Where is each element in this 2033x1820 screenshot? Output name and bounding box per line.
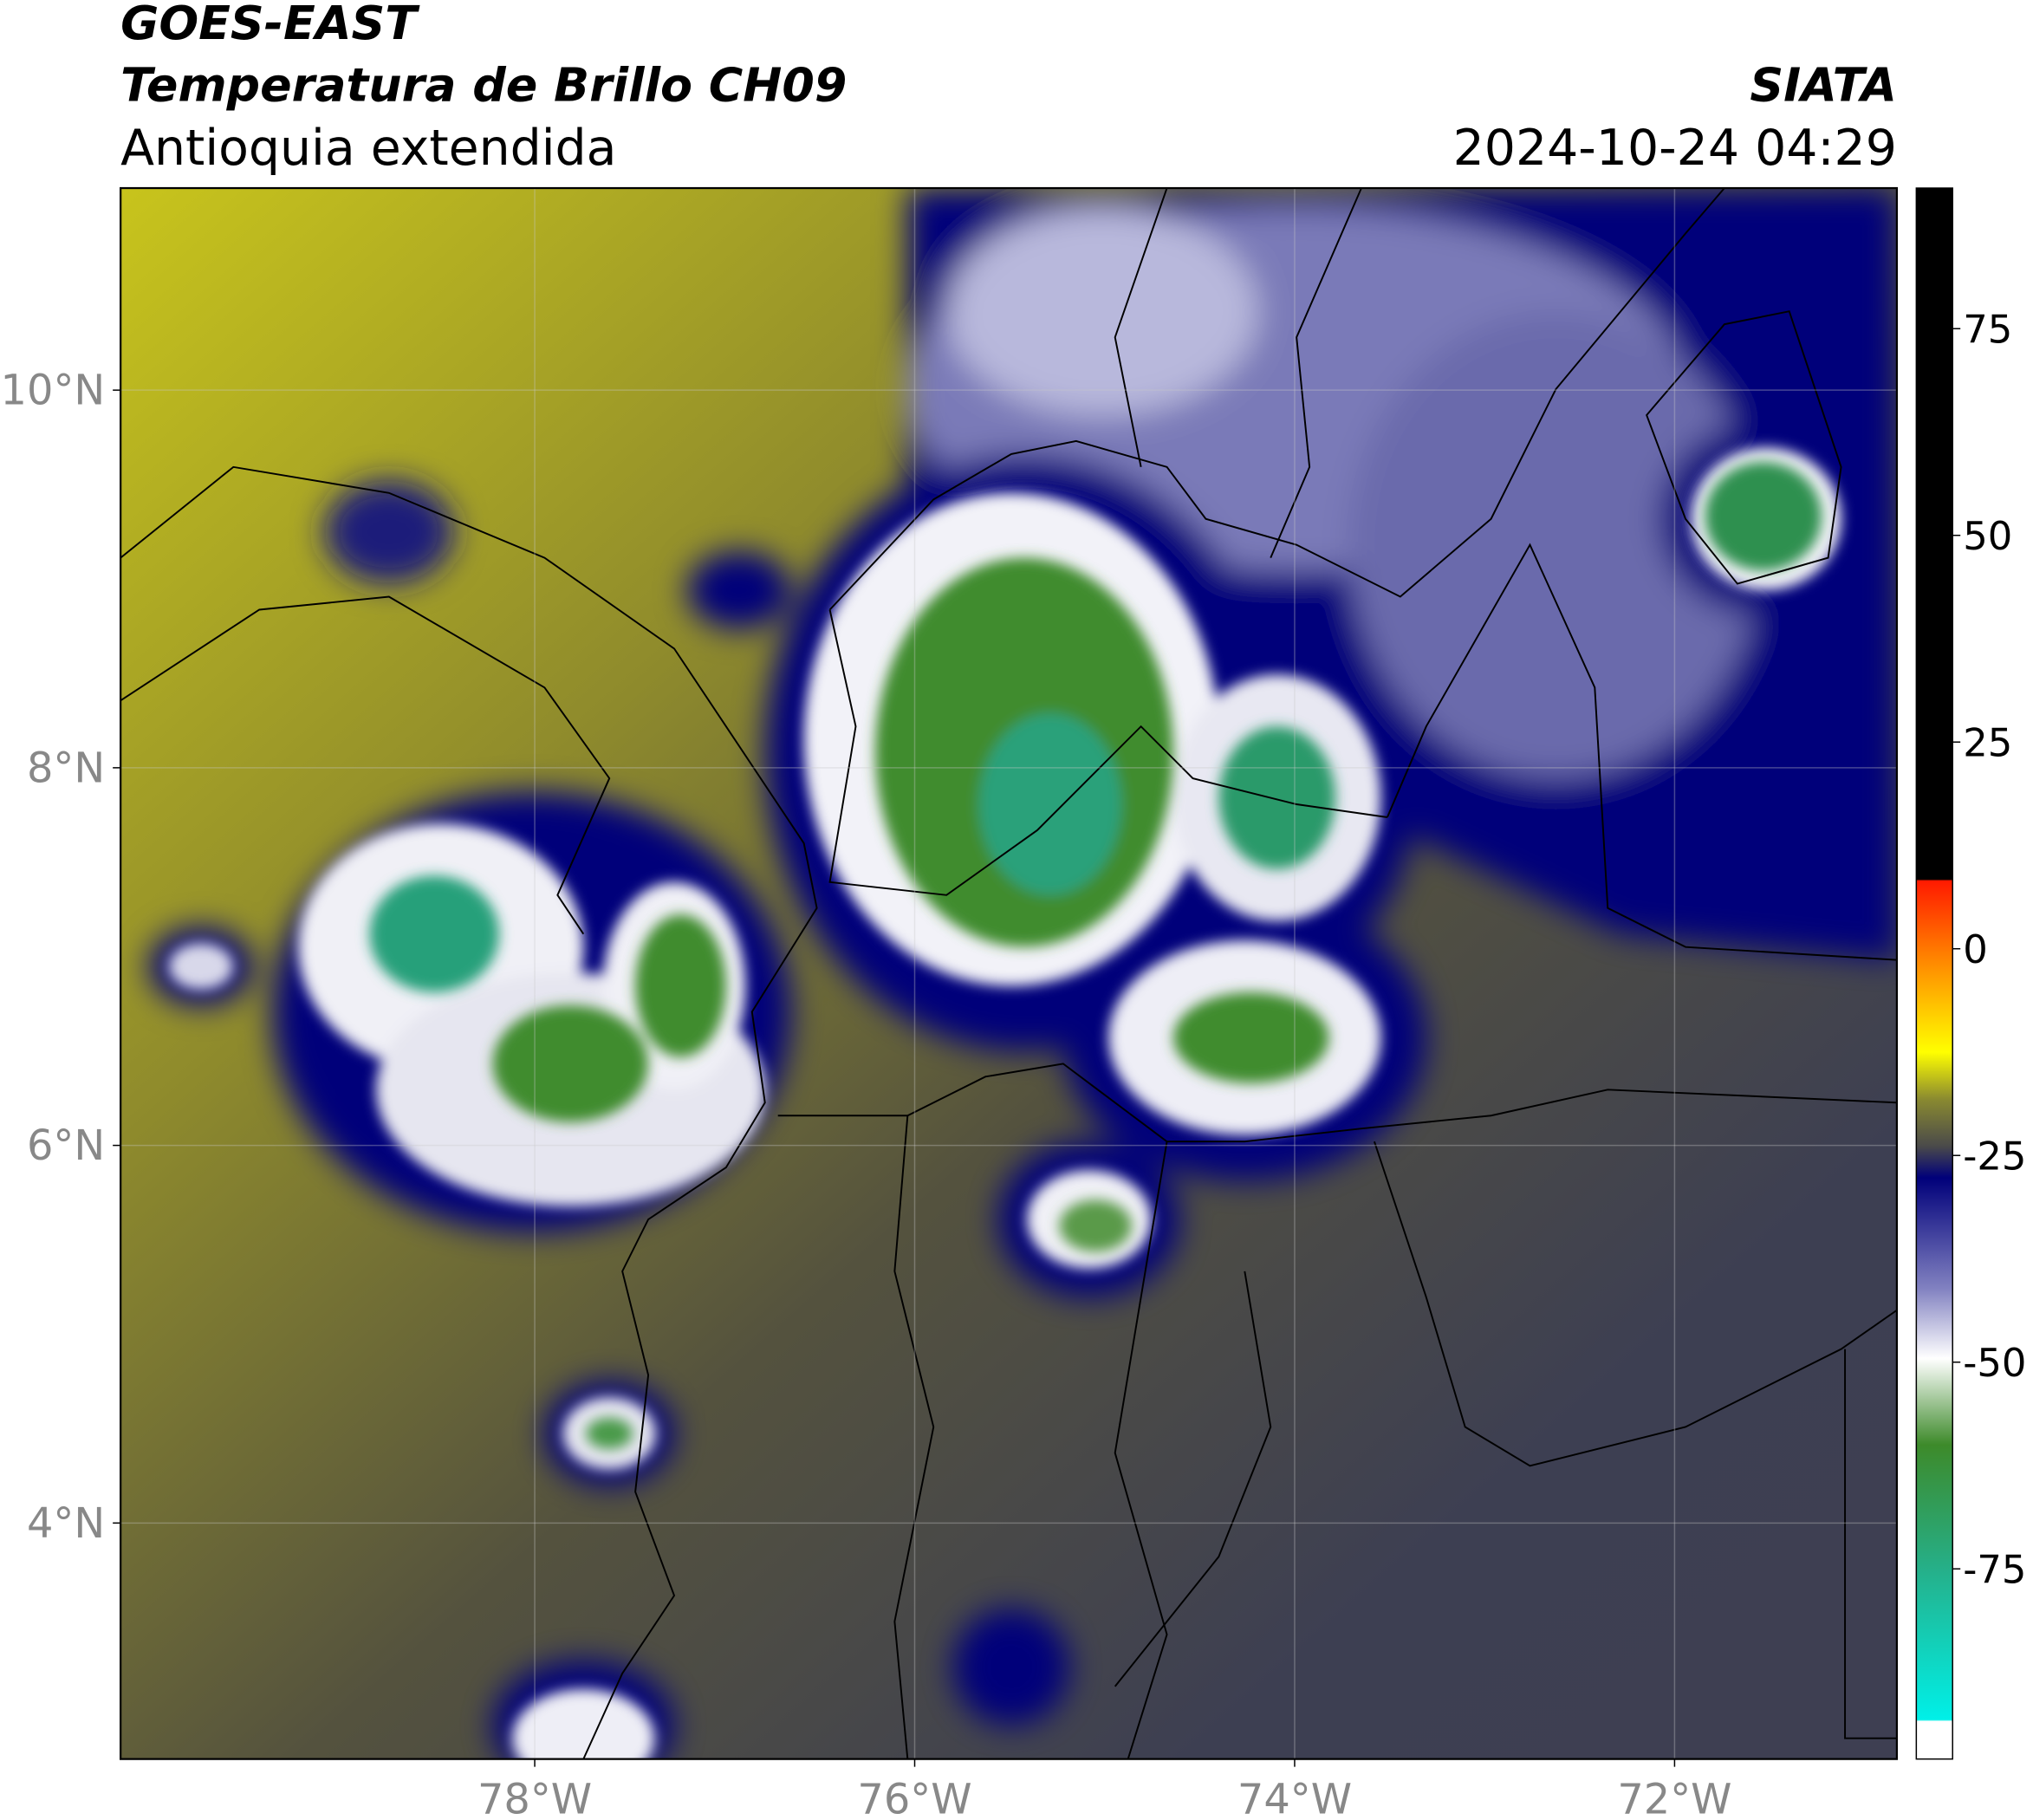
y-tick-label: 8°N bbox=[27, 744, 105, 792]
satellite-image bbox=[120, 188, 1897, 1759]
title: GOES-EAST bbox=[120, 0, 420, 50]
colorbar bbox=[1915, 187, 1953, 1760]
region: Antioquia extendida bbox=[120, 120, 616, 177]
colorbar-label: -75 bbox=[1963, 1547, 2026, 1593]
map-frame bbox=[120, 186, 1899, 1760]
colorbar-label: 0 bbox=[1963, 926, 1988, 972]
colorbar-label: 50 bbox=[1963, 513, 2012, 559]
borders bbox=[120, 188, 1897, 1759]
datetime: 2024-10-24 04:29 bbox=[1453, 120, 1897, 177]
y-tick-label: 10°N bbox=[1, 367, 106, 415]
subtitle: Temperatura de Brillo CH09 bbox=[120, 58, 847, 113]
x-tick-label: 78°W bbox=[477, 1777, 592, 1820]
colorbar-label: 25 bbox=[1963, 720, 2012, 766]
y-tick-label: 4°N bbox=[27, 1500, 105, 1548]
x-tick-label: 76°W bbox=[857, 1777, 971, 1820]
x-tick-label: 74°W bbox=[1237, 1777, 1352, 1820]
x-tick-label: 72°W bbox=[1617, 1777, 1731, 1820]
colorbar-label: -50 bbox=[1963, 1340, 2026, 1386]
colorbar-label: 75 bbox=[1963, 307, 2012, 353]
colorbar-label: -25 bbox=[1963, 1134, 2026, 1180]
grid bbox=[120, 188, 1897, 1759]
source: SIATA bbox=[1750, 58, 1897, 113]
y-tick-label: 6°N bbox=[27, 1122, 105, 1170]
